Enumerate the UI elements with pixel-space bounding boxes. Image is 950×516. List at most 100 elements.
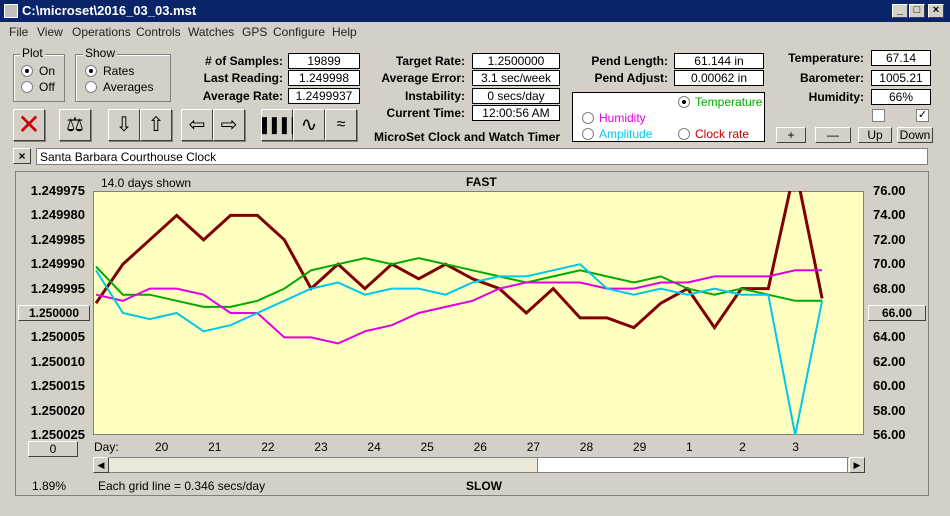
y-right-tick: 56.00 [873,427,906,442]
clock-name-input[interactable]: Santa Barbara Courthouse Clock [36,148,928,165]
stop-x-button[interactable]: ✕ [13,109,45,141]
pend-length-field[interactable]: 61.144 in [674,53,764,69]
sensor-clockrate-label: Clock rate [695,127,750,141]
wave-chart-icon[interactable]: ≈ [325,109,357,141]
scroll-thumb[interactable] [537,457,848,473]
sensor-clockrate-radio[interactable] [678,128,690,140]
down-button[interactable]: Down [897,127,933,143]
menu-file[interactable]: File [9,25,29,39]
arrow-right-icon[interactable]: ⇨ [213,109,245,141]
instability-field: 0 secs/day [472,88,560,104]
minimize-button[interactable]: _ [892,4,908,18]
pend-adjust-field: 0.00062 in [674,70,764,86]
clear-clock-name-button[interactable]: × [13,148,31,164]
menu-gps[interactable]: GPS [242,25,268,39]
center-temp-button[interactable]: 66.00 [868,305,926,321]
last-reading-label: Last Reading: [203,71,283,85]
plot-off-radio[interactable] [21,81,33,93]
pend-length-label: Pend Length: [591,54,668,68]
zero-button[interactable]: 0 [28,441,78,457]
plus-button[interactable]: + [776,127,806,143]
percent-label: 1.89% [32,479,67,493]
checkbox-left[interactable] [872,109,885,122]
minus-button[interactable]: — [815,127,851,143]
line-chart-icon[interactable]: ∿ [293,109,325,141]
average-error-label: Average Error: [381,71,465,85]
sensor-temperature-radio[interactable] [678,96,690,108]
x-axis-label: Day: [94,440,119,454]
plot-group-label: Plot [20,46,45,60]
up-button[interactable]: Up [858,127,892,143]
y-left-tick: 1.249980 [30,207,85,223]
temperature-field: 67.14 [871,50,931,66]
y-right-tick: 58.00 [873,402,906,418]
arrow-down-icon[interactable]: ⇩ [108,109,140,141]
temperature-label: Temperature: [788,51,864,65]
plot-off-label: Off [39,80,55,94]
menu-view[interactable]: View [37,25,63,39]
show-averages-radio[interactable] [85,81,97,93]
plot-area [93,191,864,435]
average-error-field: 3.1 sec/week [472,70,560,86]
close-window-button[interactable]: × [928,4,944,18]
samples-field: 19899 [288,53,360,69]
show-group [75,54,171,102]
y-right-tick: 60.00 [873,378,906,394]
y-left-tick: 1.250020 [30,402,85,418]
menu-operations[interactable]: Operations [72,25,131,39]
pend-adjust-label: Pend Adjust: [594,71,668,85]
sensor-amplitude-label: Amplitude [599,127,653,141]
grid-note: Each grid line = 0.346 secs/day [98,479,266,493]
y-left-tick: 1.249975 [30,183,85,198]
window-title: C:\microset\2016_03_03.mst [22,3,197,18]
scroll-right-button[interactable]: ▶ [849,457,865,473]
y-left-tick: 1.249990 [30,256,85,272]
average-rate-field: 1.2499937 [288,88,360,104]
x-tick: 29 [632,440,647,454]
days-shown-label: 14.0 days shown [101,176,192,190]
target-rate-field[interactable]: 1.2500000 [472,53,560,69]
checkbox-right[interactable]: ✓ [916,109,929,122]
sensor-amplitude-radio[interactable] [582,128,594,140]
samples-label: # of Samples: [204,54,283,68]
y-right-tick: 62.00 [873,353,906,369]
y-right-tick: 74.00 [873,207,906,223]
plot-on-radio[interactable] [21,65,33,77]
maximize-button[interactable]: □ [909,4,925,18]
barometer-field: 1005.21 [871,70,931,86]
app-caption: MicroSet Clock and Watch Timer [374,130,561,144]
show-rates-label: Rates [103,64,135,78]
chart-bottom-label: SLOW [466,479,502,493]
bars-chart-icon[interactable]: ▌▌▌▌ [261,109,302,141]
balance-icon[interactable]: ⚖ [59,109,91,141]
y-right-tick: 70.00 [873,256,906,272]
series-line-amplitude [95,263,824,435]
menu-configure[interactable]: Configure [273,25,326,39]
sensor-humidity-label: Humidity [599,111,646,125]
x-tick: 24 [367,440,381,454]
plot-group [13,54,65,102]
chart-svg [94,191,824,435]
current-time-label: Current Time: [386,106,465,120]
x-tick: 21 [208,440,222,454]
app-icon [4,4,18,18]
target-rate-label: Target Rate: [395,54,465,68]
menu-watches[interactable]: Watches [188,25,235,39]
x-tick: 22 [261,440,275,454]
sensor-humidity-radio[interactable] [582,112,594,124]
arrow-up-icon[interactable]: ⇧ [140,109,172,141]
title-bar: C:\microset\2016_03_03.mst _ □ × [0,0,950,22]
y-left-tick: 1.250025 [30,427,85,442]
menu-help[interactable]: Help [332,25,357,39]
x-tick: 1 [686,440,693,454]
arrow-left-icon[interactable]: ⇦ [181,109,213,141]
show-rates-radio[interactable] [85,65,97,77]
x-tick: 23 [314,440,328,454]
series-line-humidity [95,269,823,345]
y-right-tick: 68.00 [873,280,906,296]
scroll-left-button[interactable]: ◀ [93,457,109,473]
y-right-tick: 72.00 [873,231,906,247]
center-rate-button[interactable]: 1.250000 [18,305,90,321]
menu-controls[interactable]: Controls [136,25,181,39]
last-reading-field: 1.249998 [288,70,360,86]
